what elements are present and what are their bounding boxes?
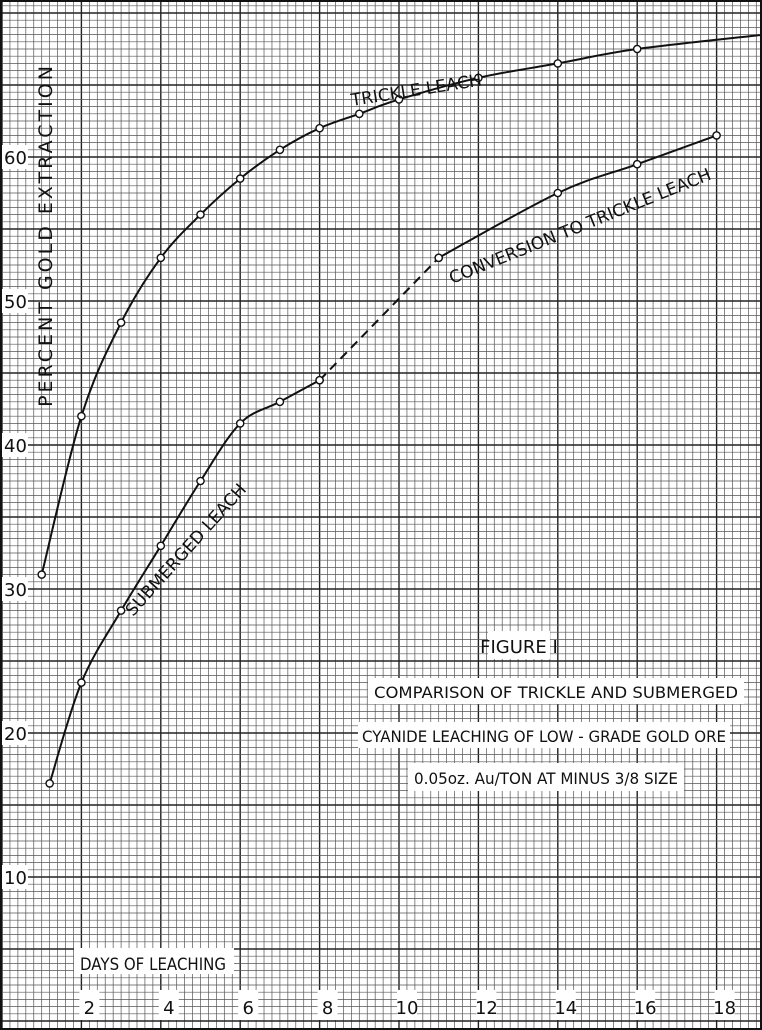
caption-line-2: CYANIDE LEACHING OF LOW - GRADE GOLD ORE <box>362 727 726 746</box>
caption-line-3-backing <box>408 763 684 791</box>
data-point-trickle-leach <box>156 253 166 263</box>
figure-number-backing <box>488 631 550 659</box>
data-point-submerged-leach <box>156 541 166 551</box>
figure-number: FIGURE I <box>480 637 558 658</box>
caption-line-1-backing <box>368 678 744 704</box>
data-point-submerged-leach <box>45 779 54 788</box>
x-tick-label: 8 <box>322 998 333 1019</box>
y-tick-label: 40 <box>4 436 27 457</box>
data-point-submerged-leach <box>275 397 285 407</box>
series-line-conversion-to-trickle-leach-2 <box>318 257 440 381</box>
y-tick-backing <box>2 145 28 169</box>
y-axis-label: PERCENT GOLD EXTRACTION <box>35 63 57 407</box>
data-point-trickle-leach <box>196 210 205 219</box>
x-tick-backing <box>714 990 735 1020</box>
caption-line-2-backing <box>358 722 730 748</box>
x-axis-label: DAYS OF LEACHING <box>80 955 226 975</box>
data-point-trickle-leach <box>275 145 285 155</box>
data-point-trickle-leach <box>354 109 364 119</box>
data-point-trickle-leach <box>553 59 563 68</box>
x-tick-backing <box>555 990 576 1020</box>
data-point-conversion-to-trickle-leach <box>315 375 324 385</box>
x-tick-backing <box>476 990 497 1020</box>
x-tick-label: 18 <box>713 998 736 1019</box>
x-tick-backing <box>317 990 338 1020</box>
data-point-trickle-leach <box>77 411 86 421</box>
data-point-submerged-leach <box>235 419 245 428</box>
y-tick-label: 50 <box>4 292 27 313</box>
y-tick-backing <box>2 721 28 745</box>
x-tick-label: 16 <box>634 998 657 1019</box>
data-point-trickle-leach <box>37 570 47 579</box>
data-point-trickle-leach <box>315 123 324 133</box>
x-tick-label: 2 <box>84 998 95 1019</box>
data-points <box>37 44 721 788</box>
data-point-trickle-leach <box>474 73 483 83</box>
tick-labels: 2 4 6 8 10 12 14 16 18 10 20 30 40 50 60 <box>2 145 736 1020</box>
y-tick-backing <box>2 289 28 313</box>
y-tick-backing <box>2 433 28 457</box>
x-tick-label: 12 <box>475 998 498 1019</box>
y-tick-label: 20 <box>4 724 27 745</box>
x-tick-label: 6 <box>242 998 253 1019</box>
x-tick-label: 14 <box>554 998 577 1019</box>
data-point-conversion-to-trickle-leach <box>632 159 642 169</box>
y-tick-backing <box>2 577 28 601</box>
data-point-trickle-leach <box>235 174 245 183</box>
data-point-conversion-to-trickle-leach <box>712 131 721 140</box>
data-point-conversion-to-trickle-leach <box>553 188 563 198</box>
y-tick-label: 10 <box>4 868 27 889</box>
data-point-submerged-leach <box>196 476 205 486</box>
data-point-trickle-leach <box>394 95 404 104</box>
y-tick-label: 30 <box>4 580 27 601</box>
x-tick-backing <box>635 990 656 1020</box>
caption-line-3: 0.05oz. Au/TON AT MINUS 3/8 SIZE <box>414 769 678 788</box>
data-point-trickle-leach <box>116 318 126 327</box>
data-point-submerged-leach <box>116 606 126 615</box>
x-tick-backing <box>79 990 100 1020</box>
series-line-conversion-to-trickle-leach-3 <box>438 134 717 259</box>
data-point-submerged-leach <box>77 678 86 687</box>
x-axis-label-backing <box>74 948 234 974</box>
y-tick-backing <box>2 865 28 889</box>
data-point-conversion-to-trickle-leach <box>434 253 444 263</box>
x-tick-backing <box>158 990 179 1020</box>
data-point-trickle-leach <box>632 44 642 54</box>
caption-line-1: COMPARISON OF TRICKLE AND SUBMERGED <box>374 683 738 702</box>
x-tick-label: 10 <box>396 998 419 1019</box>
x-tick-backing <box>397 990 417 1020</box>
x-tick-label: 4 <box>163 998 174 1019</box>
y-tick-label: 60 <box>4 148 27 169</box>
caption-block: FIGURE I COMPARISON OF TRICKLE AND SUBME… <box>358 631 744 791</box>
x-tick-backing <box>238 990 259 1020</box>
